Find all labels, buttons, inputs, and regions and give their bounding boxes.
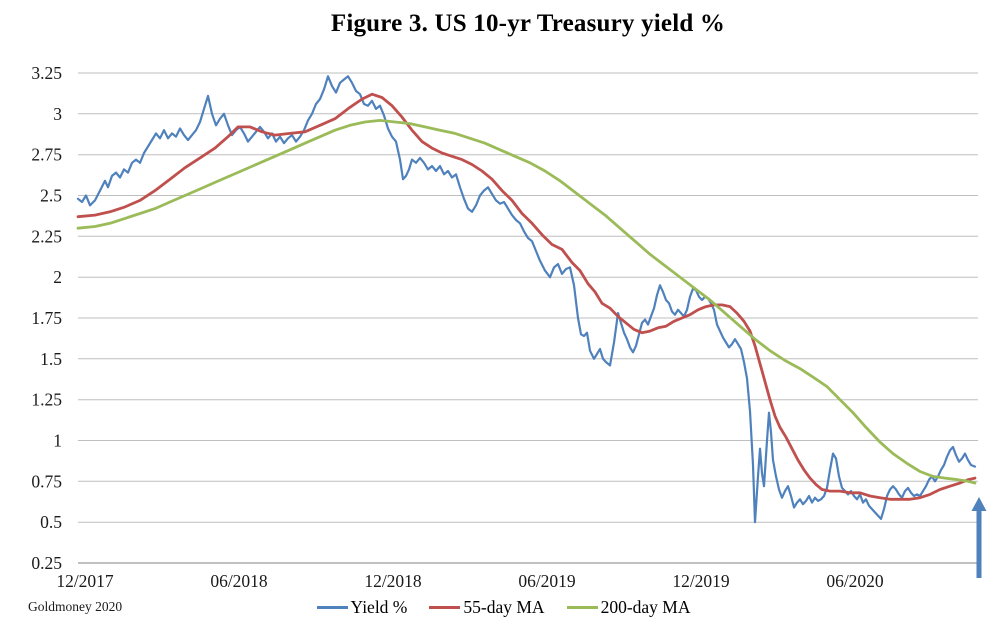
watermark-goldmoney: Goldmoney 2020 [28, 599, 123, 614]
y-axis-label: 1.5 [40, 349, 62, 369]
ma55-line [76, 92, 977, 501]
x-axis-label: 12/2018 [364, 571, 422, 591]
y-axis-label: 3.25 [31, 63, 62, 83]
x-axis-label: 12/2019 [672, 571, 730, 591]
legend-swatch-yield [316, 606, 348, 609]
yield-line [76, 75, 977, 524]
y-axis-label: 1.75 [31, 308, 62, 328]
y-axis-label: 0.25 [31, 553, 62, 573]
legend-label-yield: Yield % [350, 597, 408, 617]
chart-title: Figure 3. US 10-yr Treasury yield % [330, 10, 726, 37]
y-axis-label: 2.25 [31, 226, 62, 246]
y-axis-label: 2.75 [31, 145, 62, 165]
y-axis-label: 0.5 [40, 512, 62, 532]
legend-label-55day-ma: 55-day MA [463, 597, 545, 617]
legend-item-200day-ma: 200-day MA [566, 597, 691, 618]
y-axis-label: 0.75 [31, 471, 62, 491]
y-axis-label: 2 [53, 267, 62, 287]
x-axis-label: 06/2020 [826, 571, 884, 591]
x-axis-label: 06/2018 [210, 571, 268, 591]
up-arrow-annotation [971, 497, 987, 578]
x-axis-label: 12/2017 [56, 571, 114, 591]
y-axis-label: 1.25 [31, 390, 62, 410]
legend-label-200day-ma: 200-day MA [600, 597, 691, 617]
ma200-line [76, 119, 977, 485]
chart-legend: Yield % 55-day MA 200-day MA [0, 597, 1007, 618]
legend-swatch-200day-ma [566, 606, 598, 609]
legend-item-yield: Yield % [316, 597, 408, 618]
y-axis-label: 1 [53, 431, 62, 451]
legend-item-55day-ma: 55-day MA [429, 597, 545, 618]
y-axis-label: 2.5 [40, 186, 62, 206]
legend-swatch-55day-ma [429, 606, 461, 609]
y-axis-label: 3 [53, 104, 62, 124]
x-axis-label: 06/2019 [518, 571, 576, 591]
